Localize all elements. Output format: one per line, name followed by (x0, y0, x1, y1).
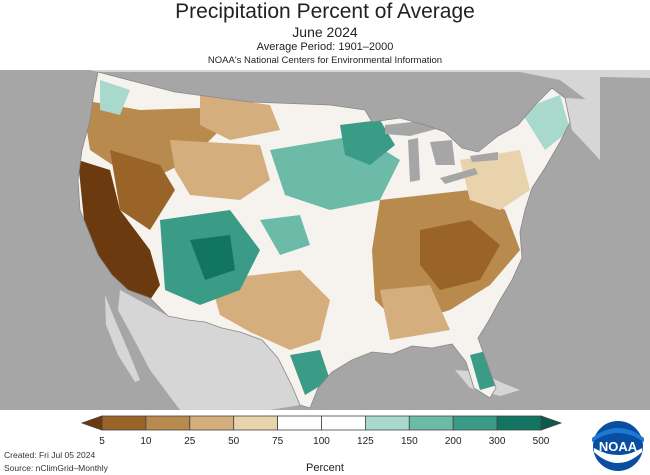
legend-swatch (452, 415, 498, 431)
lake-superior (385, 120, 440, 136)
mexico-landmass (118, 290, 300, 410)
dry-region-wyoming (170, 140, 270, 200)
legend-swatch (496, 415, 542, 431)
legend-high-arrow (540, 415, 563, 431)
gulf-of-mexico (300, 370, 470, 410)
legend-tick-label: 75 (272, 436, 284, 447)
legend-tick-label: 200 (444, 436, 462, 447)
legend-tick-label: 25 (184, 436, 196, 447)
legend-tick-label: 125 (357, 436, 374, 447)
wet-region-kansas (260, 215, 310, 255)
canada-maritimes (565, 98, 600, 160)
legend-tick-label: 300 (488, 436, 506, 447)
wet-region-new-mexico (190, 235, 235, 280)
created-date: Created: Fri Jul 05 2024 (4, 450, 96, 460)
dry-region-mid-atlantic (460, 150, 530, 210)
legend-color-bar (80, 415, 563, 431)
legend-tick-label: 500 (532, 436, 550, 447)
lake-michigan (408, 138, 420, 182)
color-legend (80, 415, 563, 431)
wet-region-new-england (520, 95, 570, 150)
precipitation-map (0, 70, 650, 410)
canada-landmass-north (90, 70, 600, 110)
lake-erie (440, 168, 478, 184)
legend-swatch (145, 415, 191, 431)
legend-swatch (101, 415, 147, 431)
data-source: Source: nClimGrid–Monthly (4, 463, 108, 473)
legend-tick-label: 10 (140, 436, 152, 447)
legend-swatch (408, 415, 454, 431)
legend-tick-label: 5 (99, 436, 105, 447)
source-organization: NOAA's National Centers for Environmenta… (207, 55, 443, 66)
wet-region-south-texas (290, 350, 330, 395)
wet-region-upper-midwest (340, 120, 395, 165)
legend-units: Percent (306, 462, 344, 474)
average-period: Average Period: 1901–2000 (256, 41, 394, 53)
legend-swatch (364, 415, 410, 431)
legend-tick-label: 50 (228, 436, 240, 447)
legend-tick-label: 150 (400, 436, 418, 447)
legend-tick-label: 100 (313, 436, 330, 447)
legend-swatch (277, 415, 322, 431)
legend-low-arrow (80, 415, 103, 431)
lake-huron (430, 140, 455, 165)
dry-region-montana (200, 95, 280, 140)
precip-anomaly-fields (78, 80, 570, 395)
lake-ontario (470, 152, 498, 162)
map-title: Precipitation Percent of Average (175, 0, 475, 23)
baja-california (105, 295, 140, 382)
dry-region-california (78, 160, 160, 300)
noaa-logo-text: NOAA (599, 439, 638, 454)
wet-region-washington (100, 80, 130, 115)
legend-swatch (321, 415, 366, 431)
map-subtitle: June 2024 (292, 24, 358, 40)
dry-region-gulf-states (380, 285, 450, 340)
dry-region-great-basin (110, 150, 175, 230)
legend-swatch (233, 415, 278, 431)
dry-region-appalachia (420, 220, 500, 290)
legend-swatch (189, 415, 235, 431)
noaa-logo-icon: NOAA (591, 419, 645, 473)
